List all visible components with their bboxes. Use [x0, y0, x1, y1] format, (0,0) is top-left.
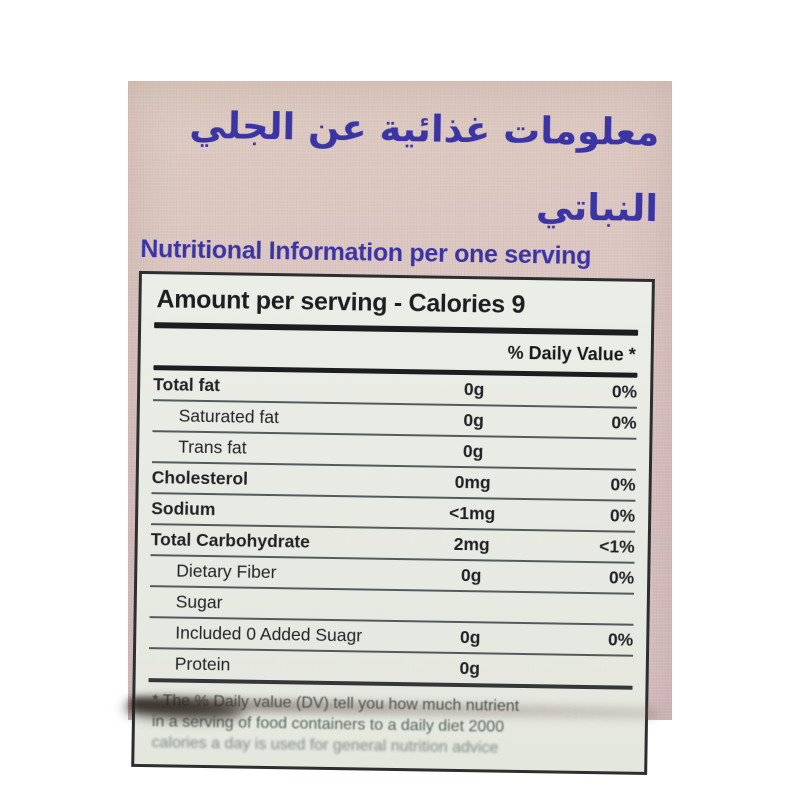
row-amount: 0g [463, 378, 485, 400]
row-dv: 0% [608, 567, 635, 588]
row-dv [546, 608, 634, 609]
row-dv [548, 453, 636, 454]
row-label: Dietary Fiber [176, 560, 277, 582]
row-label: Trans fat [178, 436, 247, 458]
row-dv: 0% [611, 412, 637, 433]
table-title-calories: Amount per serving - Calories 9 [156, 284, 526, 319]
row-label: Sodium [151, 497, 216, 519]
row-amount: 0mg [454, 471, 491, 493]
row-amount [396, 605, 546, 607]
nutrient-rows: Total fat 0g 0% Saturated fat 0g 0% Tran… [148, 369, 638, 690]
row-amount: <1mg [448, 502, 496, 524]
row-label: Sugar [175, 591, 223, 612]
daily-value-footnote: * The % Daily value (DV) tell you how mu… [147, 682, 632, 763]
package-photo: معلومات غذائية عن الجلي النباتي Nutritio… [123, 81, 672, 775]
row-amount: 2mg [453, 533, 490, 555]
row-amount: 0g [459, 626, 481, 648]
row-dv: <1% [599, 535, 635, 557]
row-label: Protein [174, 653, 231, 675]
product-label: معلومات غذائية عن الجلي النباتي Nutritio… [118, 77, 672, 775]
row-label: Saturated fat [178, 405, 280, 427]
row-dv [545, 670, 633, 671]
row-amount: 0g [463, 409, 485, 431]
row-label: Cholesterol [151, 466, 249, 489]
arabic-heading: معلومات غذائية عن الجلي النباتي [189, 103, 660, 230]
row-amount: 0g [462, 440, 484, 462]
row-dv: 0% [609, 505, 636, 526]
row-dv: 0% [607, 629, 634, 650]
row-dv: 0% [610, 474, 636, 495]
row-label: Total fat [153, 373, 221, 395]
row-dv: 0% [611, 381, 638, 402]
row-amount: 0g [459, 657, 481, 679]
row-amount: 0g [460, 564, 482, 586]
row-label: Included 0 Added Suagr [175, 622, 363, 646]
row-label: Total Carbohydrate [150, 528, 311, 552]
